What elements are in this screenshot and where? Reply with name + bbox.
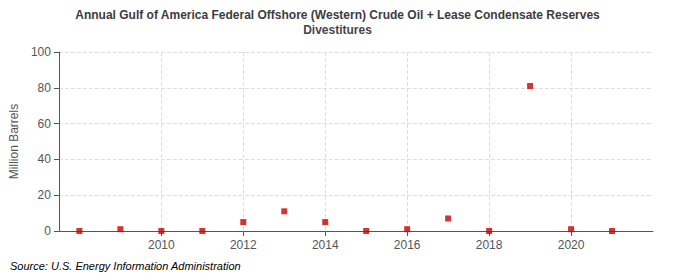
svg-text:Source: U.S. Energy Informatio: Source: U.S. Energy Information Administ… [10,260,241,272]
svg-text:Annual Gulf of America Federal: Annual Gulf of America Federal Offshore … [75,8,600,22]
svg-text:40: 40 [38,152,52,166]
svg-text:80: 80 [38,81,52,95]
svg-text:Divestitures: Divestitures [303,23,372,37]
svg-text:2010: 2010 [148,238,175,252]
svg-text:2020: 2020 [558,238,585,252]
svg-text:20: 20 [38,188,52,202]
svg-text:2012: 2012 [230,238,257,252]
svg-text:0: 0 [44,224,51,238]
svg-text:60: 60 [38,117,52,131]
svg-text:2018: 2018 [476,238,503,252]
svg-text:Million Barrels: Million Barrels [7,104,21,179]
svg-text:100: 100 [31,45,51,59]
svg-text:2016: 2016 [394,238,421,252]
svg-text:2014: 2014 [312,238,339,252]
